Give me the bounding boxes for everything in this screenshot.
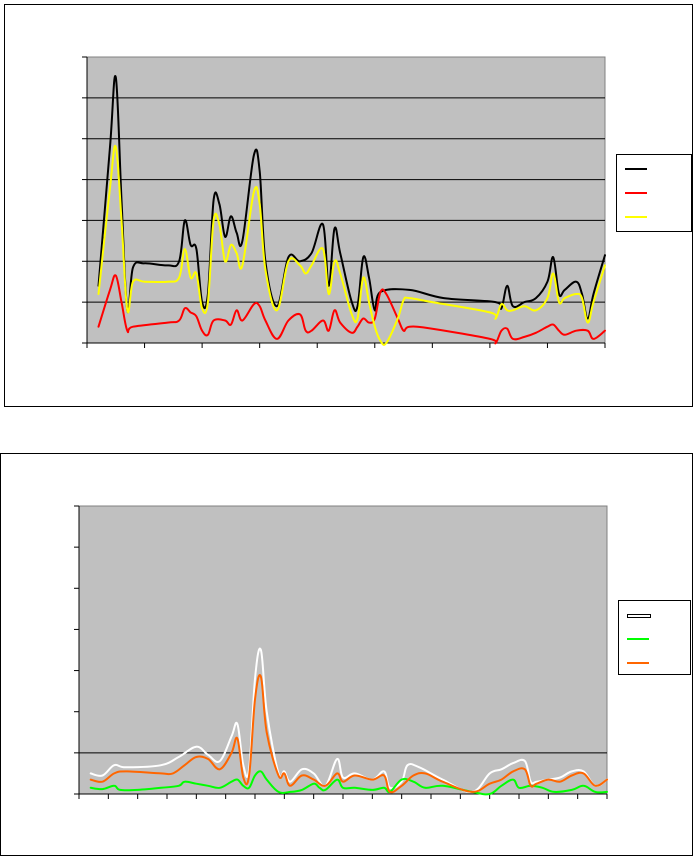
series-line-2 [97, 274, 606, 345]
chart-2-canvas [74, 505, 608, 799]
chart-1-legend [616, 154, 692, 232]
legend-swatch-3 [625, 216, 647, 218]
chart-1-canvas [82, 56, 606, 348]
legend-swatch-2 [627, 638, 649, 640]
chart-2 [0, 453, 693, 856]
plot-area [78, 505, 608, 795]
chart-1 [4, 4, 693, 407]
legend-swatch-3 [627, 662, 649, 664]
legend-swatch-2 [625, 192, 647, 194]
series-line-1 [97, 75, 606, 320]
chart-2-legend [618, 600, 691, 675]
series-line-3 [89, 674, 608, 794]
legend-swatch-1 [625, 168, 647, 170]
series-line-1 [89, 647, 608, 793]
series-line-3 [97, 144, 606, 346]
series-line-2 [89, 770, 608, 796]
legend-swatch-1 [627, 614, 651, 618]
plot-area [86, 56, 606, 344]
